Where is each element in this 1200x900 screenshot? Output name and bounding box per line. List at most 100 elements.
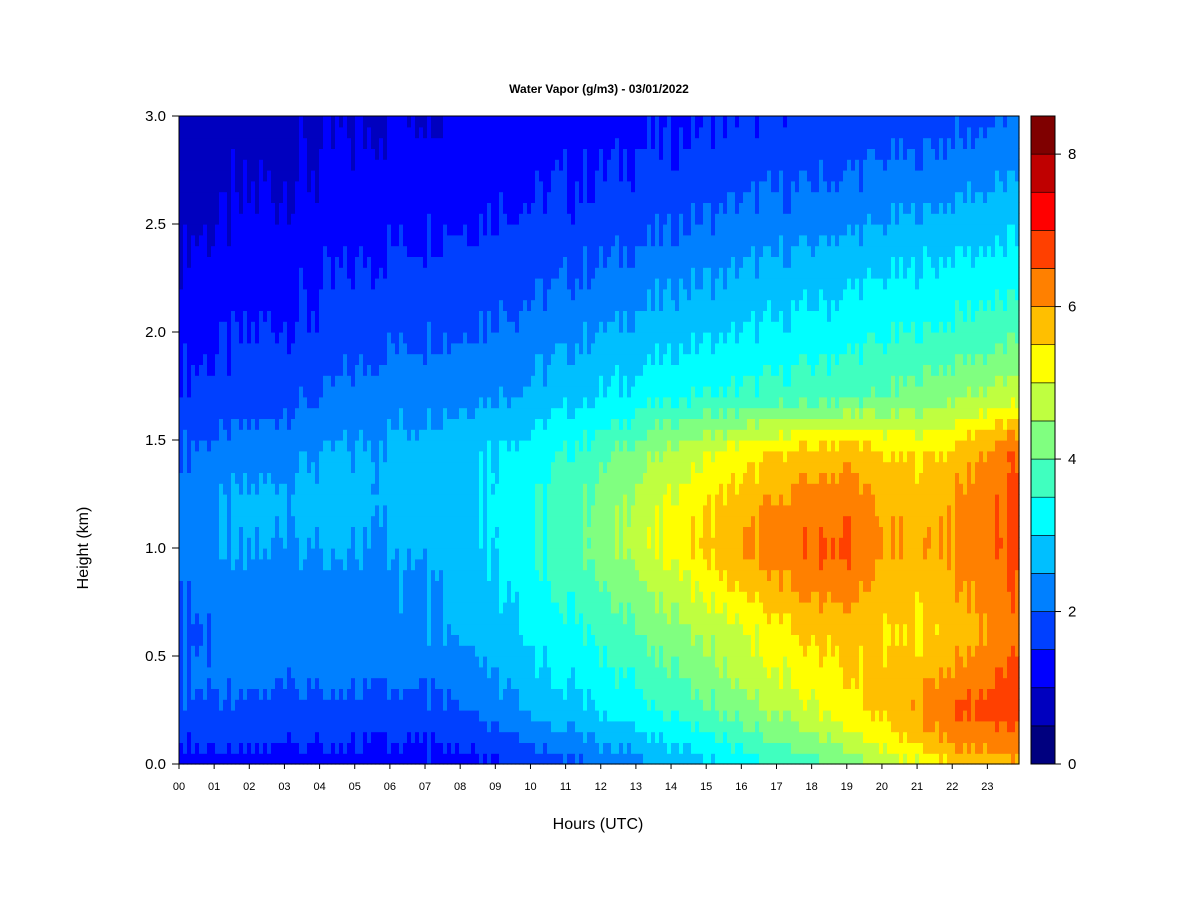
heatmap-cell <box>403 354 408 365</box>
heatmap-cell <box>319 375 324 386</box>
heatmap-cell <box>307 624 312 635</box>
heatmap-cell <box>327 354 332 365</box>
heatmap-cell <box>359 148 364 159</box>
heatmap-cell <box>287 246 292 257</box>
heatmap-cell <box>199 483 204 494</box>
heatmap-cell <box>403 483 408 494</box>
heatmap-cell <box>471 256 476 267</box>
heatmap-cell <box>395 429 400 440</box>
heatmap-cell <box>235 494 240 505</box>
heatmap-cell <box>279 343 284 354</box>
heatmap-cell <box>387 278 392 289</box>
heatmap-cell <box>215 570 220 581</box>
heatmap-cell <box>303 613 308 624</box>
heatmap-cell <box>443 710 448 721</box>
heatmap-cell <box>239 256 244 267</box>
heatmap-cell <box>199 418 204 429</box>
heatmap-cell <box>311 483 316 494</box>
heatmap-cell <box>291 537 296 548</box>
heatmap-cell <box>207 451 212 462</box>
heatmap-cell <box>291 332 296 343</box>
heatmap-cell <box>419 386 424 397</box>
heatmap-cell <box>227 699 232 710</box>
heatmap-cell <box>231 656 236 667</box>
heatmap-cell <box>395 213 400 224</box>
heatmap-cell <box>231 408 236 419</box>
heatmap-cell <box>367 559 372 570</box>
heatmap-cell <box>291 656 296 667</box>
heatmap-cell <box>323 505 328 516</box>
heatmap-cell <box>307 721 312 732</box>
heatmap-cell <box>271 559 276 570</box>
heatmap-cell <box>451 138 456 149</box>
heatmap-cell <box>435 613 440 624</box>
heatmap-cell <box>415 656 420 667</box>
heatmap-cell <box>363 375 368 386</box>
heatmap-cell <box>459 159 464 170</box>
heatmap-cell <box>355 526 360 537</box>
heatmap-cell <box>219 613 224 624</box>
heatmap-cell <box>367 570 372 581</box>
heatmap-cell <box>435 213 440 224</box>
heatmap-cell <box>419 699 424 710</box>
heatmap-cell <box>499 516 504 527</box>
heatmap-cell <box>311 440 316 451</box>
heatmap-cell <box>251 278 256 289</box>
heatmap-cell <box>391 267 396 278</box>
heatmap-cell <box>371 494 376 505</box>
heatmap-cell <box>351 138 356 149</box>
heatmap-cell <box>291 192 296 203</box>
heatmap-cell <box>243 181 248 192</box>
heatmap-cell <box>203 408 208 419</box>
heatmap-cell <box>431 256 436 267</box>
heatmap-cell <box>443 678 448 689</box>
heatmap-cell <box>227 591 232 602</box>
heatmap-cell <box>275 462 280 473</box>
heatmap-cell <box>247 127 252 138</box>
heatmap-cell <box>275 451 280 462</box>
heatmap-cell <box>431 721 436 732</box>
heatmap-cell <box>459 580 464 591</box>
heatmap-cell <box>411 516 416 527</box>
heatmap-cell <box>503 645 508 656</box>
heatmap-cell <box>415 116 420 127</box>
heatmap-cell <box>215 202 220 213</box>
heatmap-cell <box>427 699 432 710</box>
heatmap-cell <box>211 364 216 375</box>
heatmap-cell <box>339 181 344 192</box>
heatmap-cell <box>383 397 388 408</box>
heatmap-cell <box>507 213 512 224</box>
heatmap-cell <box>307 224 312 235</box>
heatmap-cell <box>447 645 452 656</box>
heatmap-cell <box>439 710 444 721</box>
heatmap-cell <box>395 721 400 732</box>
heatmap-cell <box>439 192 444 203</box>
heatmap-cell <box>367 472 372 483</box>
heatmap-cell <box>431 300 436 311</box>
heatmap-cell <box>343 505 348 516</box>
heatmap-cell <box>291 235 296 246</box>
heatmap-cell <box>231 548 236 559</box>
heatmap-cell <box>351 656 356 667</box>
heatmap-cell <box>499 289 504 300</box>
heatmap-cell <box>355 246 360 257</box>
heatmap-cell <box>323 181 328 192</box>
heatmap-cell <box>259 408 264 419</box>
heatmap-cell <box>195 688 200 699</box>
heatmap-cell <box>339 213 344 224</box>
heatmap-cell <box>499 202 504 213</box>
heatmap-cell <box>379 332 384 343</box>
heatmap-cell <box>279 408 284 419</box>
heatmap-cell <box>215 364 220 375</box>
heatmap-cell <box>431 116 436 127</box>
heatmap-cell <box>399 613 404 624</box>
heatmap-cell <box>203 267 208 278</box>
heatmap-cell <box>375 256 380 267</box>
heatmap-cell <box>295 483 300 494</box>
heatmap-cell <box>419 667 424 678</box>
heatmap-cell <box>195 732 200 743</box>
heatmap-cell <box>283 505 288 516</box>
heatmap-cell <box>491 116 496 127</box>
heatmap-cell <box>271 537 276 548</box>
heatmap-cell <box>391 613 396 624</box>
